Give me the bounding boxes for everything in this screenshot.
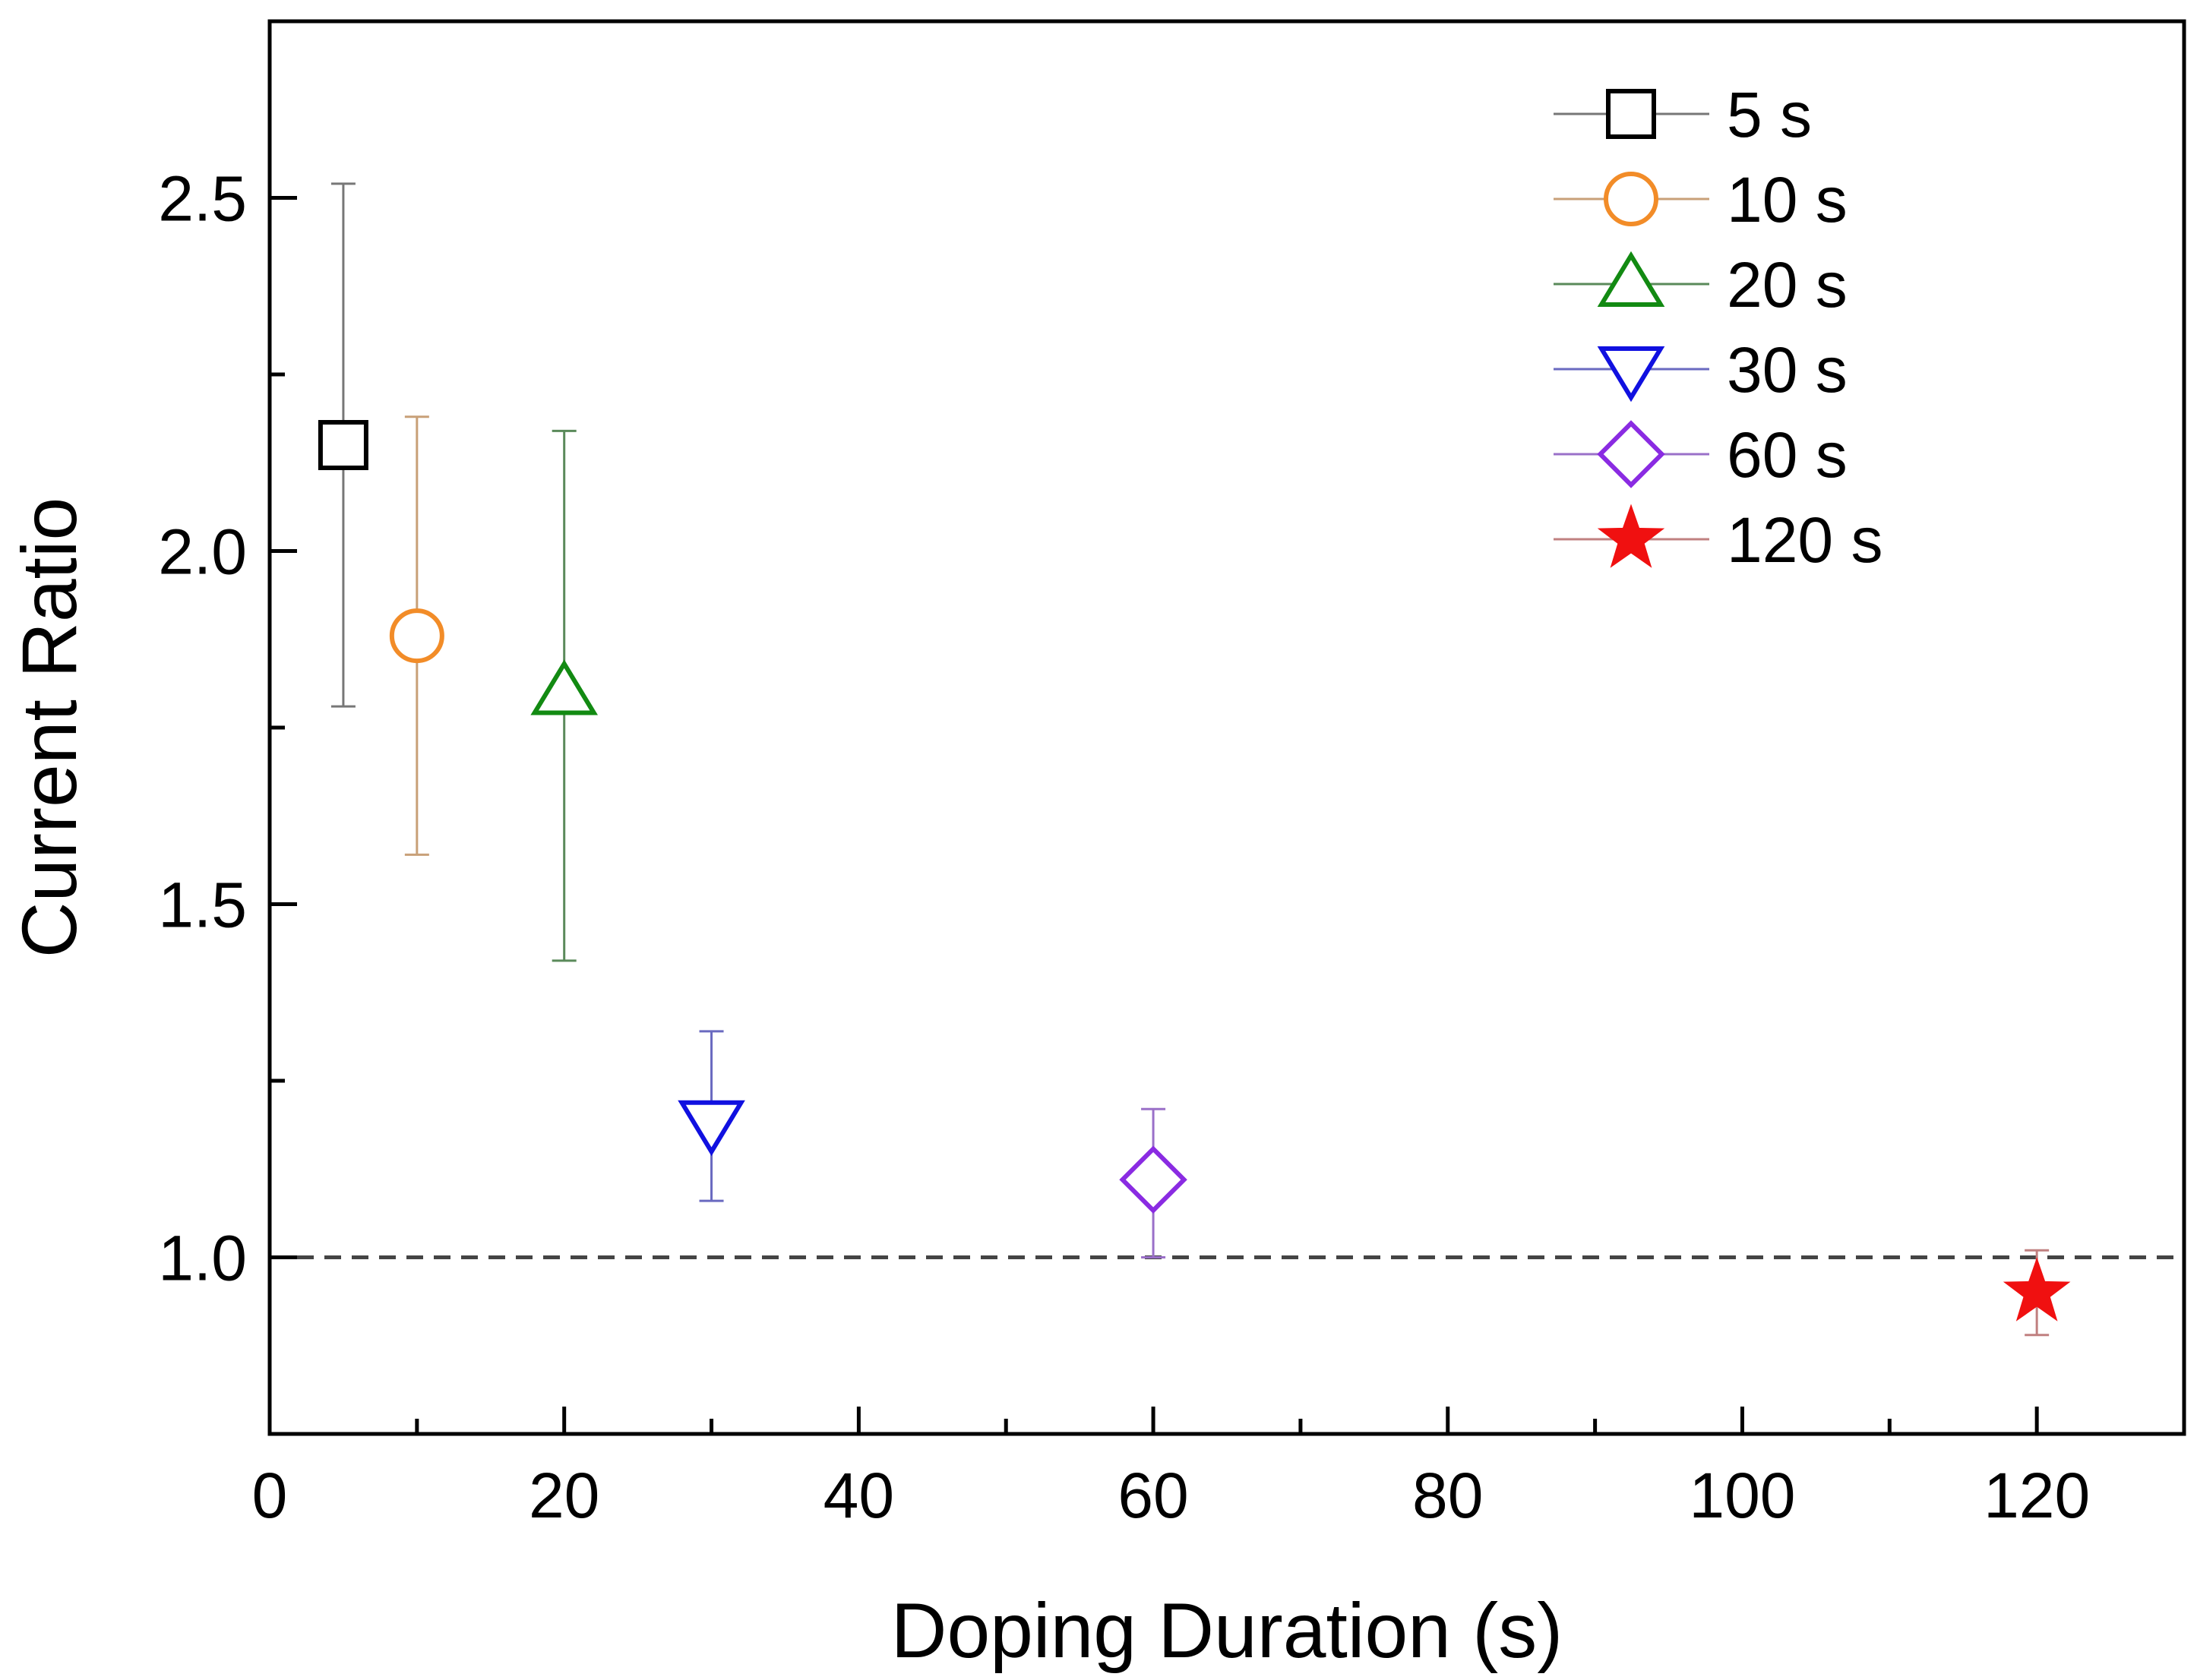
legend-marker-circle <box>1604 172 1658 226</box>
data-point-diamond <box>1119 1145 1187 1214</box>
x-tick-label: 20 <box>529 1460 599 1531</box>
x-tick-label: 120 <box>1984 1460 2090 1531</box>
data-point-triangle-up <box>530 659 599 715</box>
x-tick-label: 60 <box>1117 1460 1188 1531</box>
plot-area: 0 20 40 60 80 100 120 1.0 1.5 2.0 2.5 <box>158 19 2186 1531</box>
legend-label: 120 s <box>1727 504 1883 576</box>
y-tick-label: 1.5 <box>158 870 247 941</box>
y-tick-label: 1.0 <box>158 1223 247 1294</box>
legend: 5 s 10 s 20 s 30 s 60 s 120 s <box>1554 79 1883 576</box>
legend-label: 5 s <box>1727 79 1812 150</box>
legend-marker-triangle-up <box>1597 251 1665 307</box>
data-point-square <box>318 420 368 470</box>
legend-label: 20 s <box>1727 249 1848 321</box>
y-axis-ticks: 1.0 1.5 2.0 2.5 <box>158 19 297 1436</box>
legend-label: 60 s <box>1727 419 1848 491</box>
plot-frame <box>267 19 2186 1436</box>
y-axis-title: Current Ratio <box>6 497 93 958</box>
data-point-star <box>2003 1257 2071 1322</box>
legend-marker-triangle-down <box>1597 346 1665 403</box>
x-tick-label: 100 <box>1689 1460 1795 1531</box>
y-tick-label: 2.5 <box>158 163 247 235</box>
data-point-triangle-down <box>678 1100 745 1157</box>
legend-marker-square <box>1606 89 1656 139</box>
data-markers <box>318 420 2071 1322</box>
legend-marker-diamond <box>1597 420 1665 488</box>
x-tick-label: 0 <box>252 1460 288 1531</box>
legend-label: 30 s <box>1727 334 1848 406</box>
x-tick-label: 80 <box>1412 1460 1483 1531</box>
y-tick-label: 2.0 <box>158 516 247 588</box>
data-point-circle <box>389 608 444 664</box>
legend-label: 10 s <box>1727 164 1848 235</box>
x-axis-title: Doping Duration (s) <box>891 1587 1563 1674</box>
x-tick-label: 40 <box>823 1460 894 1531</box>
legend-marker-star <box>1597 504 1665 568</box>
x-axis-ticks: 0 20 40 60 80 100 120 <box>252 1407 2186 1531</box>
